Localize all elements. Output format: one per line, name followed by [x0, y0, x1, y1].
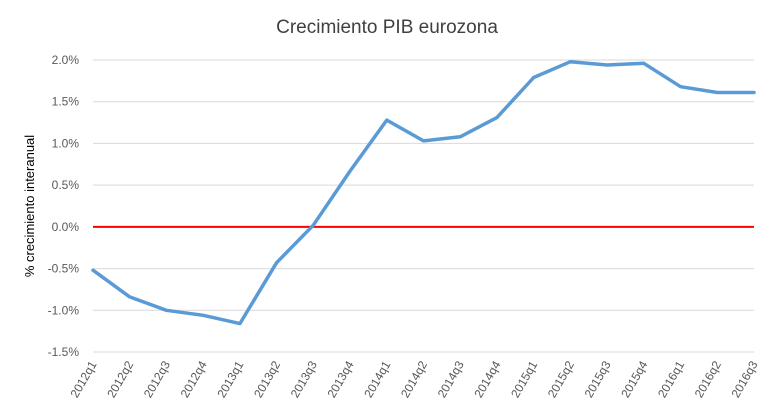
gridlines	[93, 59, 754, 353]
x-tick-label: 2015q1	[508, 358, 540, 400]
x-tick-label: 2014q1	[361, 358, 393, 400]
x-tick-label: 2013q1	[214, 358, 246, 400]
x-tick-label: 2013q3	[288, 358, 320, 400]
x-tick-label: 2016q3	[728, 358, 760, 400]
y-tick-label: 1.5%	[52, 95, 80, 109]
y-tick-label: 0.0%	[52, 220, 80, 234]
y-tick-label: 1.0%	[52, 136, 80, 150]
x-tick-label: 2015q4	[618, 358, 650, 400]
y-tick-label: -1.5%	[48, 345, 80, 359]
x-tick-label: 2015q2	[545, 358, 577, 400]
series-line	[91, 59, 756, 326]
y-tick-label: 0.5%	[52, 178, 80, 192]
y-tick-label: -1.0%	[48, 303, 80, 317]
y-axis-ticks: 2.0% 1.5% 1.0% 0.5% 0.0% -0.5% -1.0% -1.5%	[48, 53, 80, 359]
x-tick-label: 2014q4	[471, 358, 503, 400]
x-tick-label: 2012q1	[67, 358, 99, 400]
x-tick-label: 2013q4	[325, 358, 357, 400]
x-tick-label: 2016q1	[655, 358, 687, 400]
x-axis-ticks: 2012q1 2012q2 2012q3 2012q4 2013q1 2013q2 2013…	[67, 358, 760, 400]
chart-title: Crecimiento PIB eurozona	[276, 17, 498, 38]
x-tick-label: 2014q2	[398, 358, 430, 400]
x-tick-label: 2016q2	[692, 358, 724, 400]
x-tick-label: 2014q3	[435, 358, 467, 400]
x-tick-label: 2012q2	[104, 358, 136, 400]
x-tick-label: 2012q4	[178, 358, 210, 400]
y-axis-label: % crecimiento interanual	[22, 135, 37, 277]
y-tick-label: -0.5%	[48, 262, 80, 276]
x-tick-label: 2012q3	[141, 358, 173, 400]
y-tick-label: 2.0%	[52, 53, 80, 67]
x-tick-label: 2015q3	[582, 358, 614, 400]
x-tick-label: 2013q2	[251, 358, 283, 400]
